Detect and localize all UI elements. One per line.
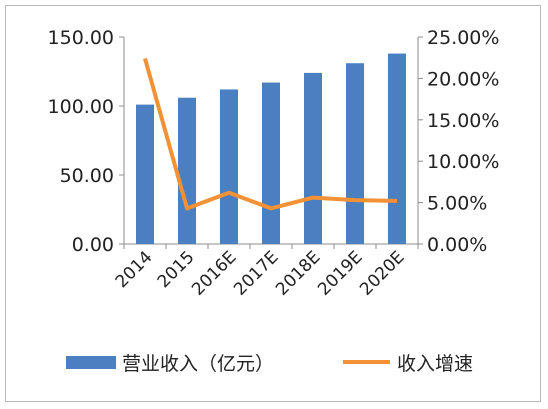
bar-series xyxy=(136,53,406,245)
bar-2015 xyxy=(178,97,196,244)
bar-2017E xyxy=(262,82,280,244)
legend-label-bar: 营业收入（亿元） xyxy=(122,353,274,375)
y-left-tick-label: 150.00 xyxy=(48,27,114,49)
legend-label-line: 收入增速 xyxy=(397,353,473,375)
y-left-tick-label: 50.00 xyxy=(60,165,114,187)
line-series xyxy=(143,57,398,211)
x-tick-label: 2019E xyxy=(314,247,366,299)
bar-2016E xyxy=(220,89,238,244)
x-tick-label: 2017E xyxy=(230,247,282,299)
bar-2019E xyxy=(346,63,364,244)
y-axis-right-ticks: 0.00% 5.00% 10.00% 15.00% 20.00% 25.00% xyxy=(427,27,499,256)
x-tick-label: 2020E xyxy=(356,247,408,299)
x-tick-label: 2018E xyxy=(272,247,324,299)
y-right-tick-label: 0.00% xyxy=(427,234,487,256)
y-axis-left-ticks: 0.00 50.00 100.00 150.00 xyxy=(48,27,114,256)
y-right-tick-label: 15.00% xyxy=(427,110,499,132)
x-tick-label: 2016E xyxy=(188,247,240,299)
y-right-tick-label: 25.00% xyxy=(427,27,499,49)
y-left-tick-label: 0.00 xyxy=(72,234,114,256)
y-right-tick-label: 10.00% xyxy=(427,151,499,173)
bar-2020E xyxy=(388,53,406,245)
legend-swatch-bar xyxy=(66,356,116,369)
legend: 营业收入（亿元） 收入增速 xyxy=(66,353,473,375)
axes xyxy=(119,36,423,249)
y-left-tick-label: 100.00 xyxy=(48,96,114,118)
y-right-tick-label: 20.00% xyxy=(427,68,499,90)
bar-2014 xyxy=(136,104,154,245)
y-right-tick-label: 5.00% xyxy=(427,193,487,215)
x-tick-label: 2014 xyxy=(112,247,157,292)
bar-2018E xyxy=(304,72,322,244)
